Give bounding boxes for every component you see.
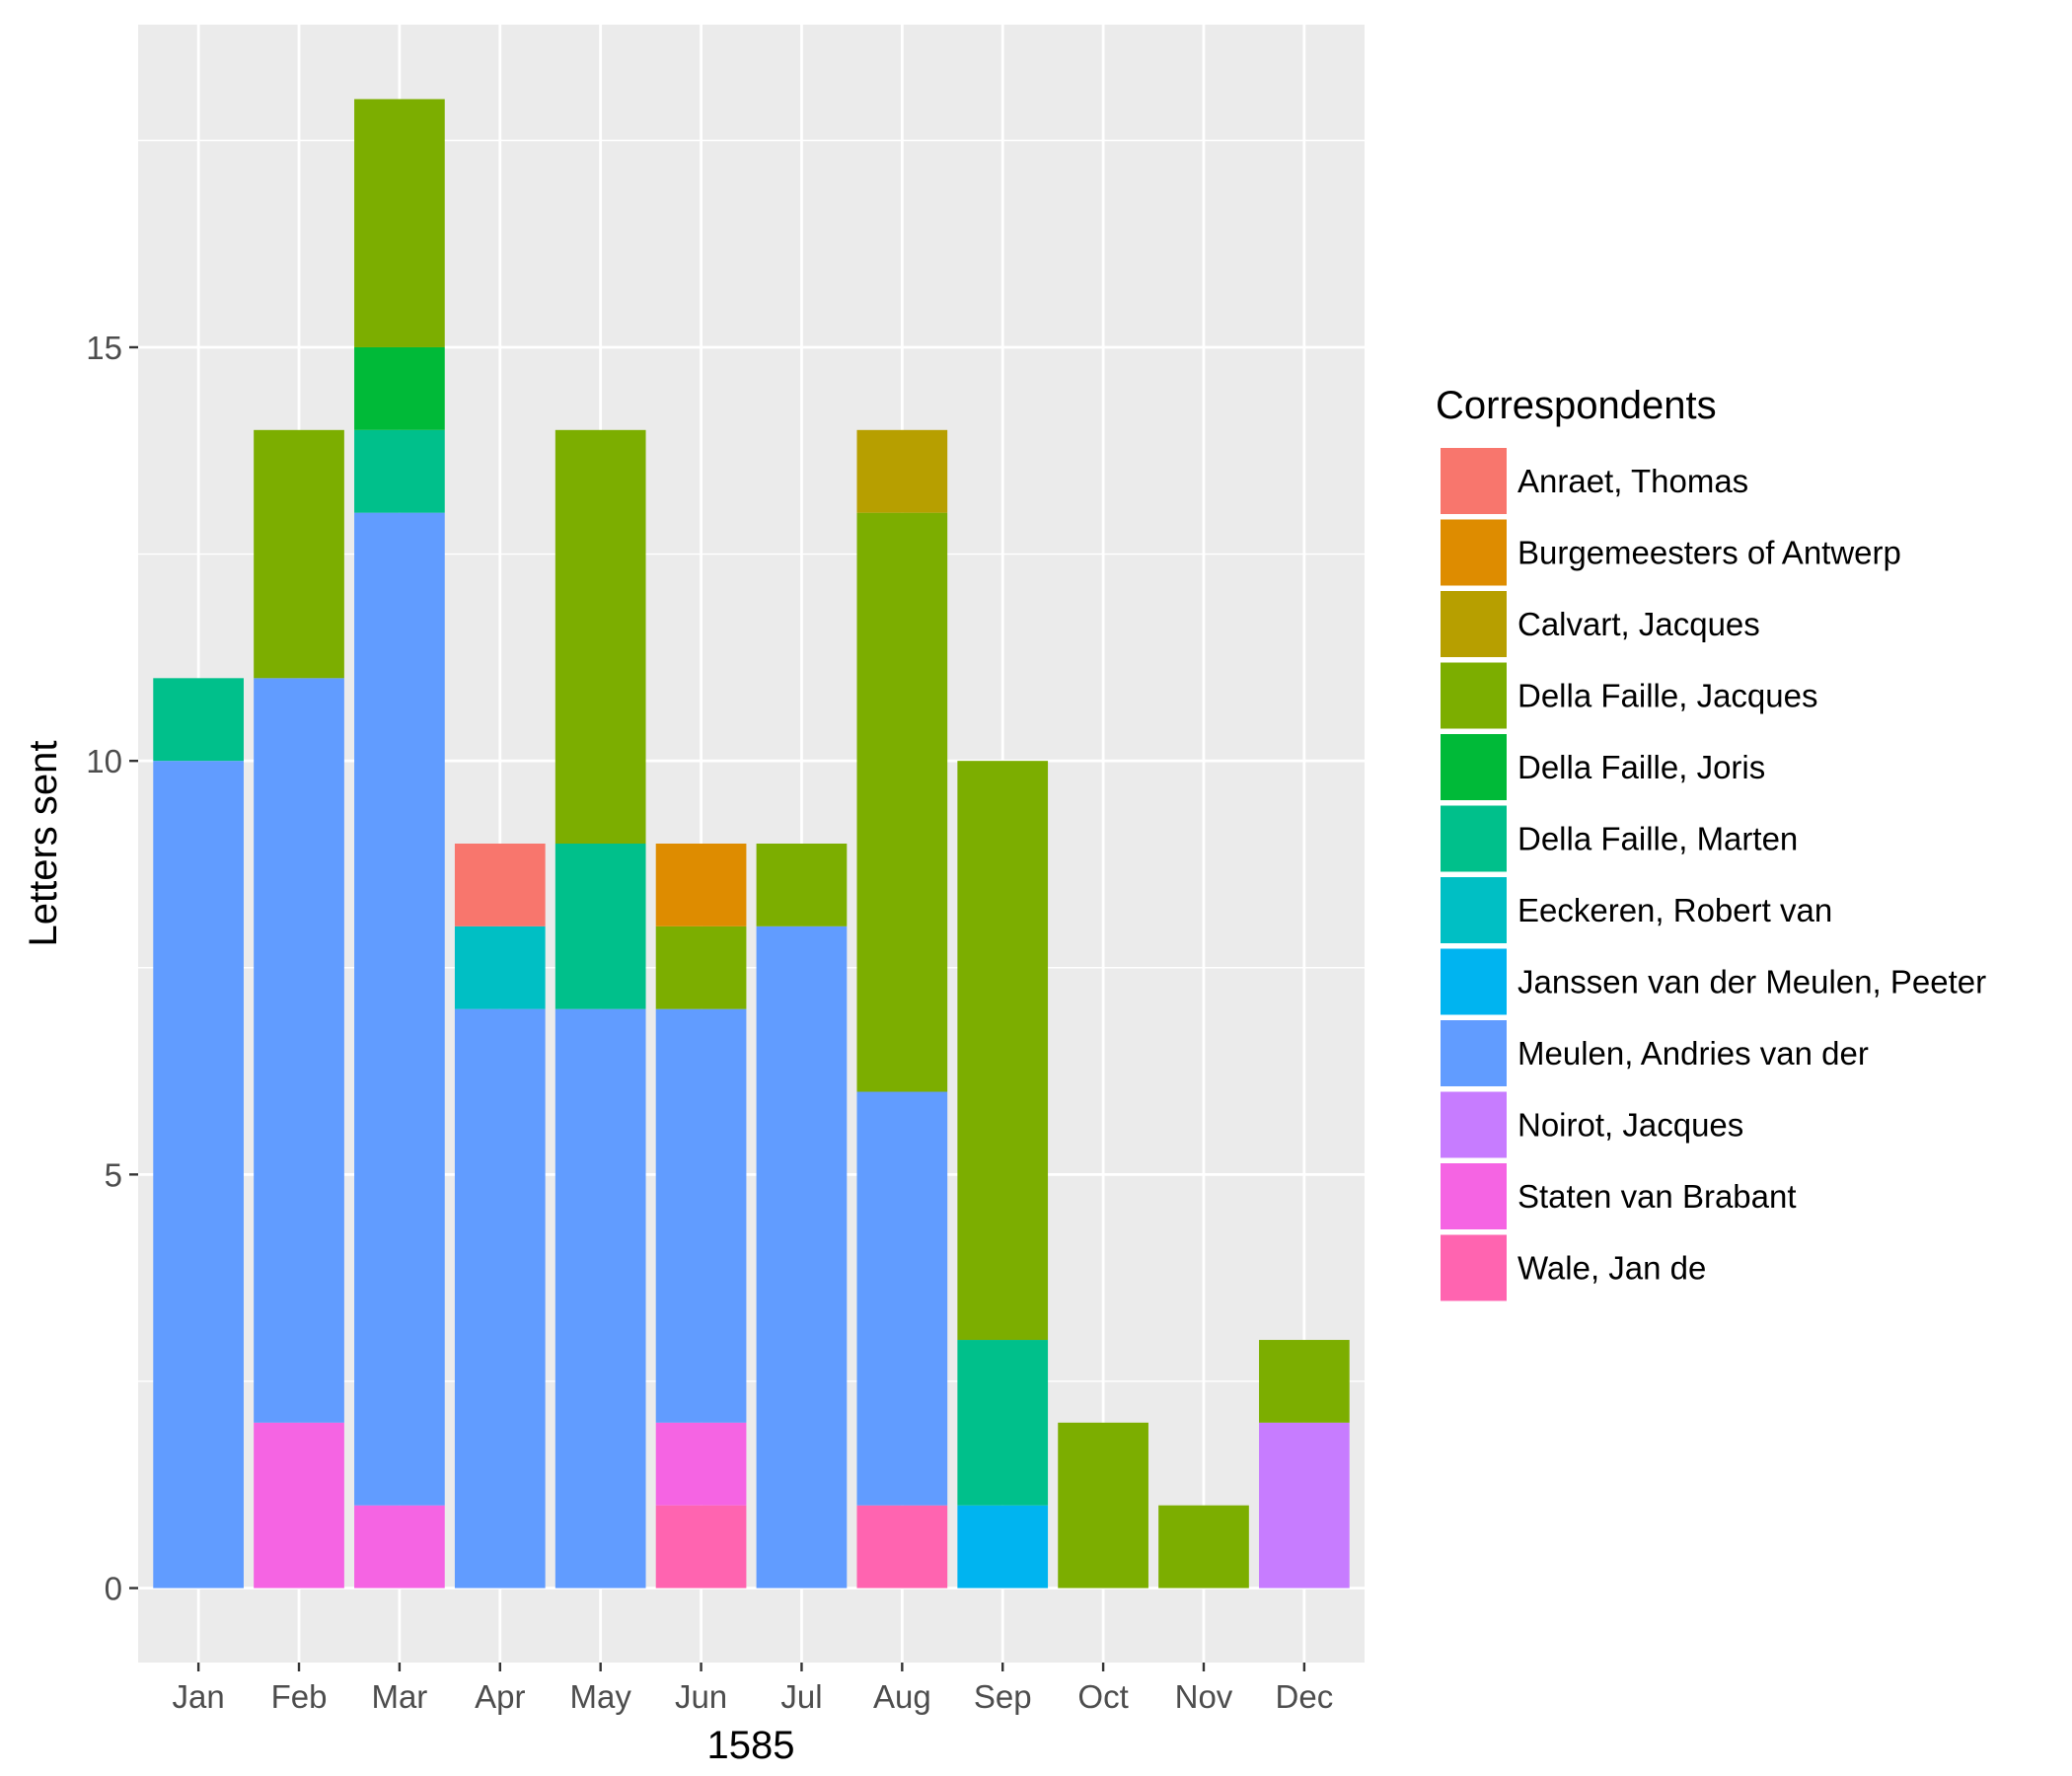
bar-segment [856,1091,948,1506]
x-tick-label: Mar [371,1678,427,1715]
bar-segment [655,925,747,1009]
legend-swatch [1441,448,1507,514]
bar-segment [454,844,546,926]
bar-segment [1058,1422,1148,1589]
y-tick-label: 15 [86,330,122,366]
y-tick-label: 10 [86,743,122,779]
legend-items: Anraet, Thomas Burgemeesters of Antwerp Ca… [1441,448,1986,1301]
y-tick-label: 5 [105,1156,122,1193]
bar-segment [555,844,646,1009]
legend: Correspondents Anraet, Thomas Burgemeeste… [1436,384,1986,1301]
bar-segment [756,925,848,1589]
legend-label: Meulen, Andries van der [1517,1035,1869,1072]
bar-segment [957,1340,1049,1506]
x-tick-label: Jun [675,1678,727,1715]
bar-segment [655,1422,747,1506]
bar-segment [655,1008,747,1423]
bar-segment [254,1422,344,1589]
bar-segment [354,346,445,430]
bar-segment [555,1008,646,1589]
legend-swatch [1441,1020,1507,1086]
bar-segment [254,429,344,679]
bar-segment [153,678,244,762]
bar-segment [655,844,747,926]
bar-segment [655,1505,747,1589]
legend-swatch [1441,1091,1507,1158]
bar-segment [957,1505,1049,1589]
x-tick-label: Sep [974,1678,1032,1715]
legend-swatch [1441,1163,1507,1229]
bar-segment [1259,1340,1350,1423]
x-axis-title: 1585 [707,1724,795,1767]
bar-segment [454,925,546,1009]
bar-segment [555,429,646,844]
bar-segment [354,99,445,347]
bar-segment [756,844,848,926]
y-tick-label: 0 [105,1571,122,1607]
bar-segment [354,429,445,513]
bars [153,99,1350,1589]
x-axis: Jan Feb Mar Apr May Jun Jul Aug Sep Oct Nov Dec [173,1663,1334,1715]
legend-label: Eeckeren, Robert van [1517,892,1832,928]
x-tick-label: May [570,1678,632,1715]
bar-segment [957,761,1049,1341]
bar-segment [254,678,344,1423]
legend-label: Staten van Brabant [1517,1178,1797,1215]
bar-segment [153,761,244,1589]
legend-label: Della Faille, Jacques [1517,678,1817,714]
legend-label: Noirot, Jacques [1517,1107,1743,1144]
bar-segment [354,1505,445,1589]
legend-swatch [1441,591,1507,657]
legend-swatch [1441,519,1507,586]
legend-swatch [1441,1234,1507,1301]
x-tick-label: Jul [780,1678,822,1715]
y-axis: 0 5 10 15 [86,330,138,1607]
x-tick-label: Aug [873,1678,931,1715]
bar-segment [856,429,948,513]
legend-label: Della Faille, Joris [1517,749,1765,785]
legend-label: Janssen van der Meulen, Peeter [1517,964,1986,1000]
bar-segment [1259,1422,1350,1589]
legend-label: Calvart, Jacques [1517,606,1760,642]
bar-segment [454,1008,546,1589]
x-tick-label: Feb [271,1678,328,1715]
legend-label: Della Faille, Marten [1517,821,1798,857]
bar-segment [856,512,948,1092]
x-tick-label: Jan [173,1678,225,1715]
legend-swatch [1441,877,1507,943]
x-tick-label: Oct [1077,1678,1128,1715]
x-tick-label: Dec [1276,1678,1334,1715]
legend-label: Burgemeesters of Antwerp [1517,535,1901,571]
legend-swatch [1441,662,1507,729]
legend-title: Correspondents [1436,384,1717,427]
bar-segment [354,512,445,1506]
legend-swatch [1441,734,1507,800]
legend-swatch [1441,805,1507,872]
x-tick-label: Apr [475,1678,525,1715]
legend-label: Wale, Jan de [1517,1250,1706,1287]
bar-segment [1158,1505,1249,1589]
legend-swatch [1441,948,1507,1015]
legend-label: Anraet, Thomas [1517,463,1748,499]
bar-segment [856,1505,948,1589]
x-tick-label: Nov [1175,1678,1233,1715]
y-axis-title: Letters sent [22,740,65,946]
